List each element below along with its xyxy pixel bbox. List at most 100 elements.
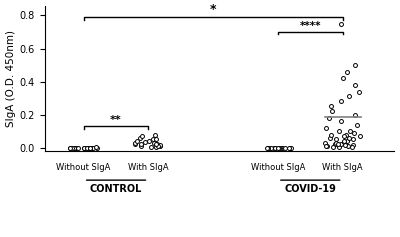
Point [344,70,350,73]
Text: **: ** [110,115,122,125]
Point [344,144,351,148]
Point [276,146,282,150]
Point [356,90,362,93]
Point [326,116,332,120]
Point [266,146,272,150]
Point [71,146,78,150]
Point [74,146,81,150]
Text: *: * [210,3,216,16]
Point [93,146,100,150]
Point [272,146,279,150]
Point [338,100,344,103]
Text: With SIgA: With SIgA [322,163,363,172]
Text: CONTROL: CONTROL [90,184,142,195]
Point [80,146,87,150]
Point [275,146,282,150]
Point [350,137,356,141]
Point [134,139,141,143]
Point [156,144,163,148]
Point [343,133,350,137]
Point [73,146,79,150]
Point [153,145,160,149]
Point [152,137,159,141]
Point [351,131,357,135]
Text: COVID-19: COVID-19 [284,184,336,195]
Point [268,146,274,150]
Point [323,144,330,148]
Y-axis label: SIgA (O.D. 450nm): SIgA (O.D. 450nm) [6,30,16,127]
Point [336,129,342,133]
Point [155,144,162,148]
Text: Without SIgA: Without SIgA [56,163,111,172]
Point [138,142,145,146]
Point [338,119,344,123]
Text: With SIgA: With SIgA [128,163,169,172]
Point [340,140,347,144]
Point [136,136,143,140]
Point [86,146,93,150]
Point [336,145,342,149]
Point [72,146,78,150]
Point [67,146,73,150]
Point [328,105,334,108]
Point [286,146,292,150]
Point [271,146,277,150]
Point [88,146,94,150]
Point [84,146,90,150]
Point [349,145,355,149]
Point [347,129,354,133]
Point [132,142,138,146]
Point [151,141,157,145]
Point [88,146,94,150]
Point [352,63,358,67]
Point [150,137,156,141]
Point [352,113,358,117]
Point [328,133,334,137]
Point [86,146,92,150]
Point [142,140,148,144]
Point [344,139,350,143]
Point [154,142,161,146]
Point [87,146,93,150]
Text: Without SIgA: Without SIgA [251,163,305,172]
Point [92,146,99,149]
Point [334,142,341,146]
Point [346,95,352,98]
Point [69,146,75,150]
Point [332,142,338,146]
Point [132,141,138,145]
Point [342,143,348,147]
Point [81,146,87,150]
Point [139,134,145,138]
Point [84,146,91,150]
Point [288,146,294,150]
Point [153,142,160,146]
Point [279,146,285,150]
Point [156,143,163,147]
Point [346,136,353,140]
Point [341,139,347,143]
Point [66,146,73,150]
Point [282,146,288,150]
Point [326,136,333,140]
Point [357,134,363,138]
Text: ****: **** [300,21,321,31]
Point [350,143,356,147]
Point [272,146,278,150]
Point [340,76,346,80]
Point [352,83,358,87]
Point [146,139,152,143]
Point [338,22,344,26]
Point [264,146,270,150]
Point [332,141,339,145]
Point [330,145,336,149]
Point [278,146,285,150]
Point [152,133,158,137]
Point [88,146,94,150]
Point [333,137,339,141]
Point [138,144,144,148]
Point [354,123,360,127]
Point [277,146,283,150]
Point [341,134,348,138]
Point [148,145,154,149]
